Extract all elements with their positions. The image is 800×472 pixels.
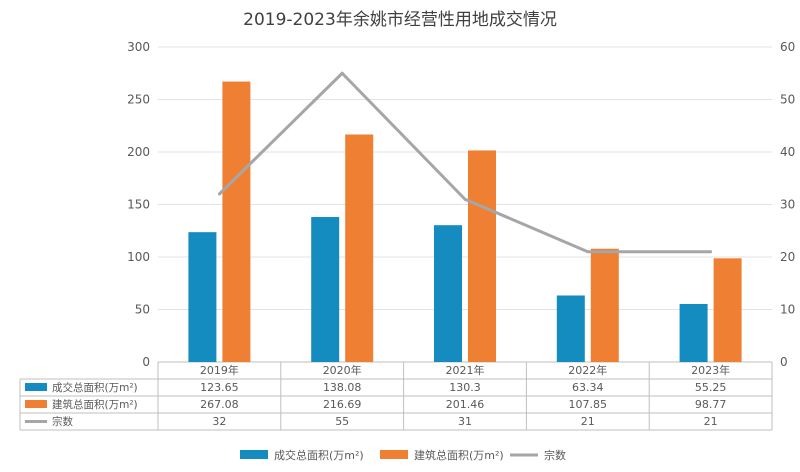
table-cell-value: 201.46 — [446, 398, 485, 411]
bar-2-5 — [713, 258, 742, 362]
table-cell-value: 55.25 — [695, 381, 727, 394]
legend-label: 建筑总面积(万m²) — [414, 448, 504, 462]
y-left-tick-label: 0 — [142, 355, 150, 369]
legend-label: 成交总面积(万m²) — [274, 448, 364, 462]
line-point-2 — [340, 71, 344, 75]
line-point-4 — [586, 250, 590, 254]
table-cell-value: 130.3 — [449, 381, 481, 394]
x-tick-label: 2020年 — [323, 363, 362, 377]
x-tick-label: 2019年 — [200, 363, 239, 377]
y-right-tick-label: 0 — [780, 355, 788, 369]
table-cell-value: 32 — [212, 415, 226, 428]
y-right-tick-label: 30 — [780, 198, 795, 212]
x-tick-label: 2021年 — [446, 363, 485, 377]
bar-2-4 — [590, 248, 619, 362]
table-key-swatch — [25, 383, 47, 391]
y-left-tick-label: 250 — [127, 93, 150, 107]
line-series — [217, 71, 713, 254]
y-axis-left: 0 50 100 150 200 250 300 — [127, 40, 150, 369]
bar-1-3 — [434, 225, 462, 362]
legend-swatch — [240, 450, 268, 459]
y-right-tick-label: 60 — [780, 40, 795, 54]
x-tick-label: 2022年 — [568, 363, 607, 377]
bar-2-2 — [345, 134, 374, 362]
table-series-name: 成交总面积(万m²) — [52, 381, 138, 394]
bar-1-5 — [679, 303, 708, 362]
bar-series — [188, 81, 742, 362]
chart-title: 2019-2023年余姚市经营性用地成交情况 — [243, 10, 557, 30]
table-cell-value: 21 — [704, 415, 718, 428]
legend-swatch — [380, 450, 408, 459]
y-left-tick-label: 50 — [135, 303, 150, 317]
y-right-tick-label: 20 — [780, 250, 795, 264]
table-key-swatch — [25, 400, 47, 408]
y-left-tick-label: 100 — [127, 250, 150, 264]
x-tick-label: 2023年 — [691, 363, 730, 377]
line-point-5 — [709, 250, 713, 254]
y-left-tick-label: 150 — [127, 198, 150, 212]
table-cell-value: 98.77 — [695, 398, 727, 411]
bar-1-2 — [311, 217, 340, 362]
line-series-path — [218, 71, 711, 254]
table-cell-value: 138.08 — [323, 381, 362, 394]
line-point-1 — [217, 192, 221, 196]
table-cell-value: 216.69 — [323, 398, 362, 411]
table-series-name: 建筑总面积(万m²) — [52, 398, 138, 411]
line-point-3 — [463, 197, 467, 201]
table-cell-value: 267.08 — [200, 398, 239, 411]
bar-2-3 — [468, 150, 496, 362]
table-cell-value: 31 — [458, 415, 472, 428]
table-cell-value: 63.34 — [572, 381, 604, 394]
bar-2-1 — [222, 81, 251, 362]
y-left-tick-label: 200 — [127, 145, 150, 159]
y-right-tick-label: 40 — [780, 145, 795, 159]
y-right-tick-label: 10 — [780, 303, 795, 317]
table-cell-value: 55 — [335, 415, 349, 428]
table-cell-value: 123.65 — [200, 381, 239, 394]
bar-1-1 — [188, 232, 217, 362]
table-series-name: 宗数 — [52, 415, 73, 428]
table-cell-value: 107.85 — [569, 398, 608, 411]
legend-label: 宗数 — [544, 448, 566, 462]
table-cell-value: 21 — [581, 415, 595, 428]
y-axis-right: 0 10 20 30 40 50 60 — [780, 40, 795, 369]
legend: 成交总面积(万m²) 建筑总面积(万m²) 宗数 — [240, 448, 566, 462]
y-right-tick-label: 50 — [780, 93, 795, 107]
bar-1-4 — [556, 295, 585, 362]
y-left-tick-label: 300 — [127, 40, 150, 54]
